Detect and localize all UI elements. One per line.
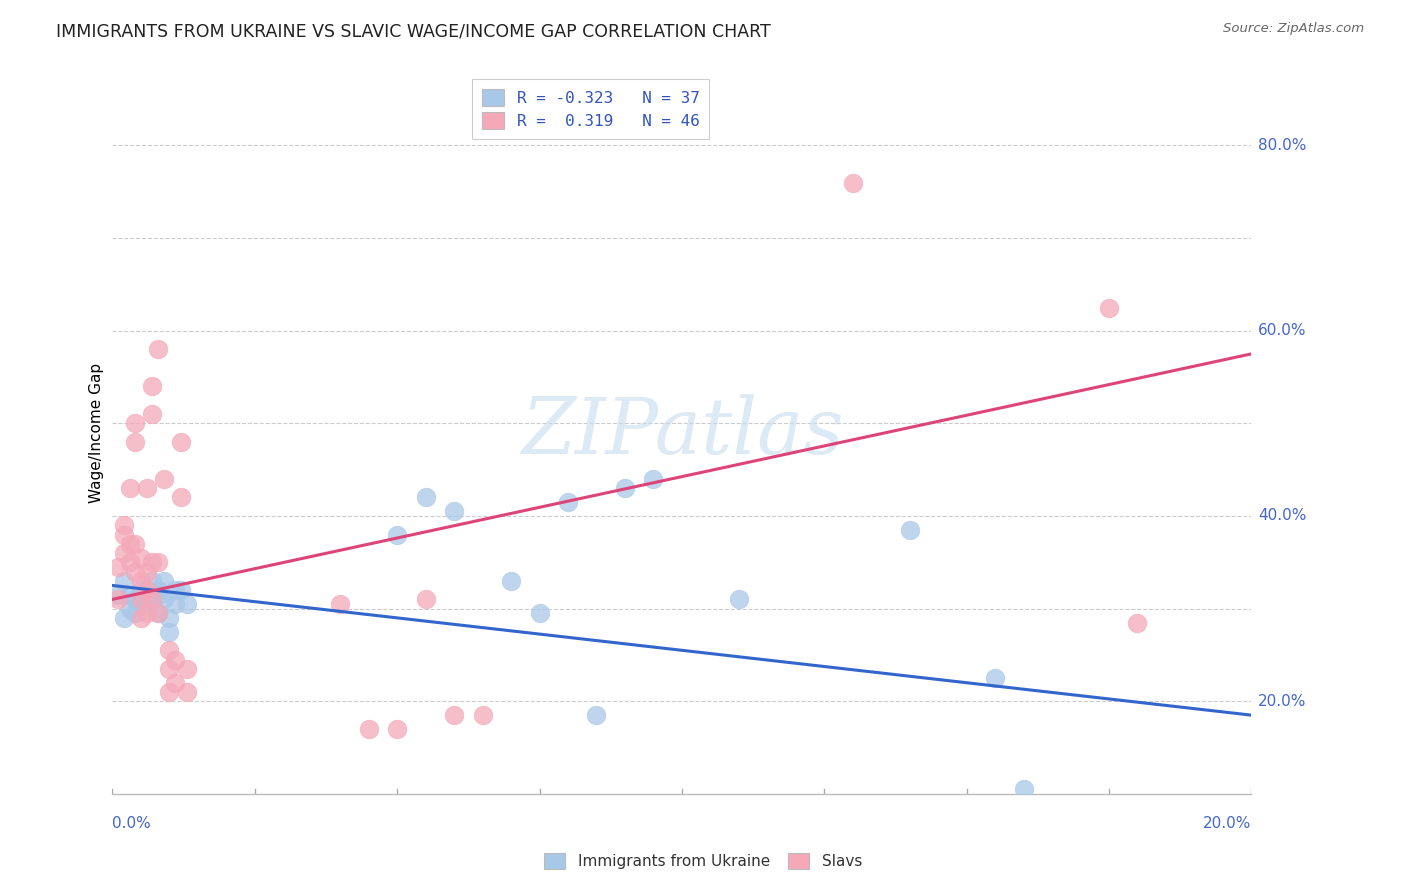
Point: [135, 583, 157, 598]
Point: [415, 592, 437, 607]
Point: [176, 685, 198, 699]
Point: [415, 491, 437, 505]
Point: [124, 537, 146, 551]
Point: [159, 685, 180, 699]
Text: 40.0%: 40.0%: [1258, 508, 1306, 524]
Legend: Immigrants from Ukraine, Slavs: Immigrants from Ukraine, Slavs: [538, 847, 868, 875]
Point: [170, 434, 193, 449]
Point: [112, 611, 135, 625]
Point: [146, 607, 169, 621]
Point: [141, 588, 163, 602]
Point: [170, 491, 193, 505]
Text: 80.0%: 80.0%: [1258, 138, 1306, 153]
Text: ZIPatlas: ZIPatlas: [520, 394, 844, 471]
Point: [129, 574, 152, 588]
Point: [107, 588, 129, 602]
Point: [129, 592, 152, 607]
Text: 20.0%: 20.0%: [1204, 816, 1251, 831]
Point: [176, 662, 198, 676]
Point: [1126, 615, 1149, 630]
Legend: R = -0.323   N = 37, R =  0.319   N = 46: R = -0.323 N = 37, R = 0.319 N = 46: [472, 79, 710, 139]
Point: [385, 527, 409, 541]
Point: [112, 574, 135, 588]
Point: [118, 481, 141, 495]
Text: 0.0%: 0.0%: [112, 816, 152, 831]
Point: [107, 560, 129, 574]
Point: [135, 565, 157, 579]
Point: [984, 671, 1007, 685]
Point: [165, 675, 187, 690]
Point: [165, 597, 187, 611]
Point: [135, 592, 157, 607]
Point: [159, 624, 180, 639]
Point: [112, 527, 135, 541]
Point: [124, 592, 146, 607]
Text: IMMIGRANTS FROM UKRAINE VS SLAVIC WAGE/INCOME GAP CORRELATION CHART: IMMIGRANTS FROM UKRAINE VS SLAVIC WAGE/I…: [56, 22, 770, 40]
Point: [129, 597, 152, 611]
Point: [159, 662, 180, 676]
Point: [146, 583, 169, 598]
Point: [112, 518, 135, 533]
Point: [124, 565, 146, 579]
Point: [152, 592, 174, 607]
Point: [585, 708, 607, 723]
Point: [146, 588, 169, 602]
Point: [443, 504, 465, 518]
Point: [1012, 782, 1035, 797]
Point: [141, 379, 163, 393]
Point: [118, 555, 141, 569]
Point: [146, 555, 169, 569]
Text: 60.0%: 60.0%: [1258, 323, 1306, 338]
Point: [841, 176, 863, 190]
Point: [146, 343, 169, 357]
Point: [165, 583, 187, 598]
Point: [557, 495, 579, 509]
Point: [1098, 301, 1121, 315]
Point: [170, 583, 193, 598]
Point: [141, 407, 163, 421]
Point: [898, 523, 921, 537]
Point: [135, 481, 157, 495]
Point: [385, 722, 409, 736]
Point: [141, 555, 163, 569]
Point: [141, 574, 163, 588]
Point: [728, 592, 751, 607]
Point: [118, 588, 141, 602]
Point: [112, 546, 135, 560]
Point: [124, 434, 146, 449]
Point: [159, 611, 180, 625]
Y-axis label: Wage/Income Gap: Wage/Income Gap: [89, 362, 104, 503]
Point: [146, 607, 169, 621]
Point: [141, 592, 163, 607]
Point: [165, 652, 187, 666]
Point: [135, 583, 157, 598]
Point: [501, 574, 523, 588]
Point: [643, 472, 665, 486]
Point: [329, 597, 352, 611]
Point: [443, 708, 465, 723]
Point: [129, 611, 152, 625]
Point: [529, 607, 551, 621]
Point: [613, 481, 636, 495]
Point: [118, 601, 141, 615]
Point: [159, 643, 180, 657]
Point: [471, 708, 494, 723]
Point: [124, 607, 146, 621]
Text: Source: ZipAtlas.com: Source: ZipAtlas.com: [1223, 22, 1364, 36]
Point: [129, 583, 152, 598]
Point: [152, 574, 174, 588]
Point: [135, 607, 157, 621]
Point: [357, 722, 380, 736]
Point: [124, 417, 146, 431]
Point: [107, 592, 129, 607]
Point: [176, 597, 198, 611]
Point: [152, 472, 174, 486]
Point: [118, 537, 141, 551]
Text: 20.0%: 20.0%: [1258, 694, 1306, 709]
Point: [129, 550, 152, 565]
